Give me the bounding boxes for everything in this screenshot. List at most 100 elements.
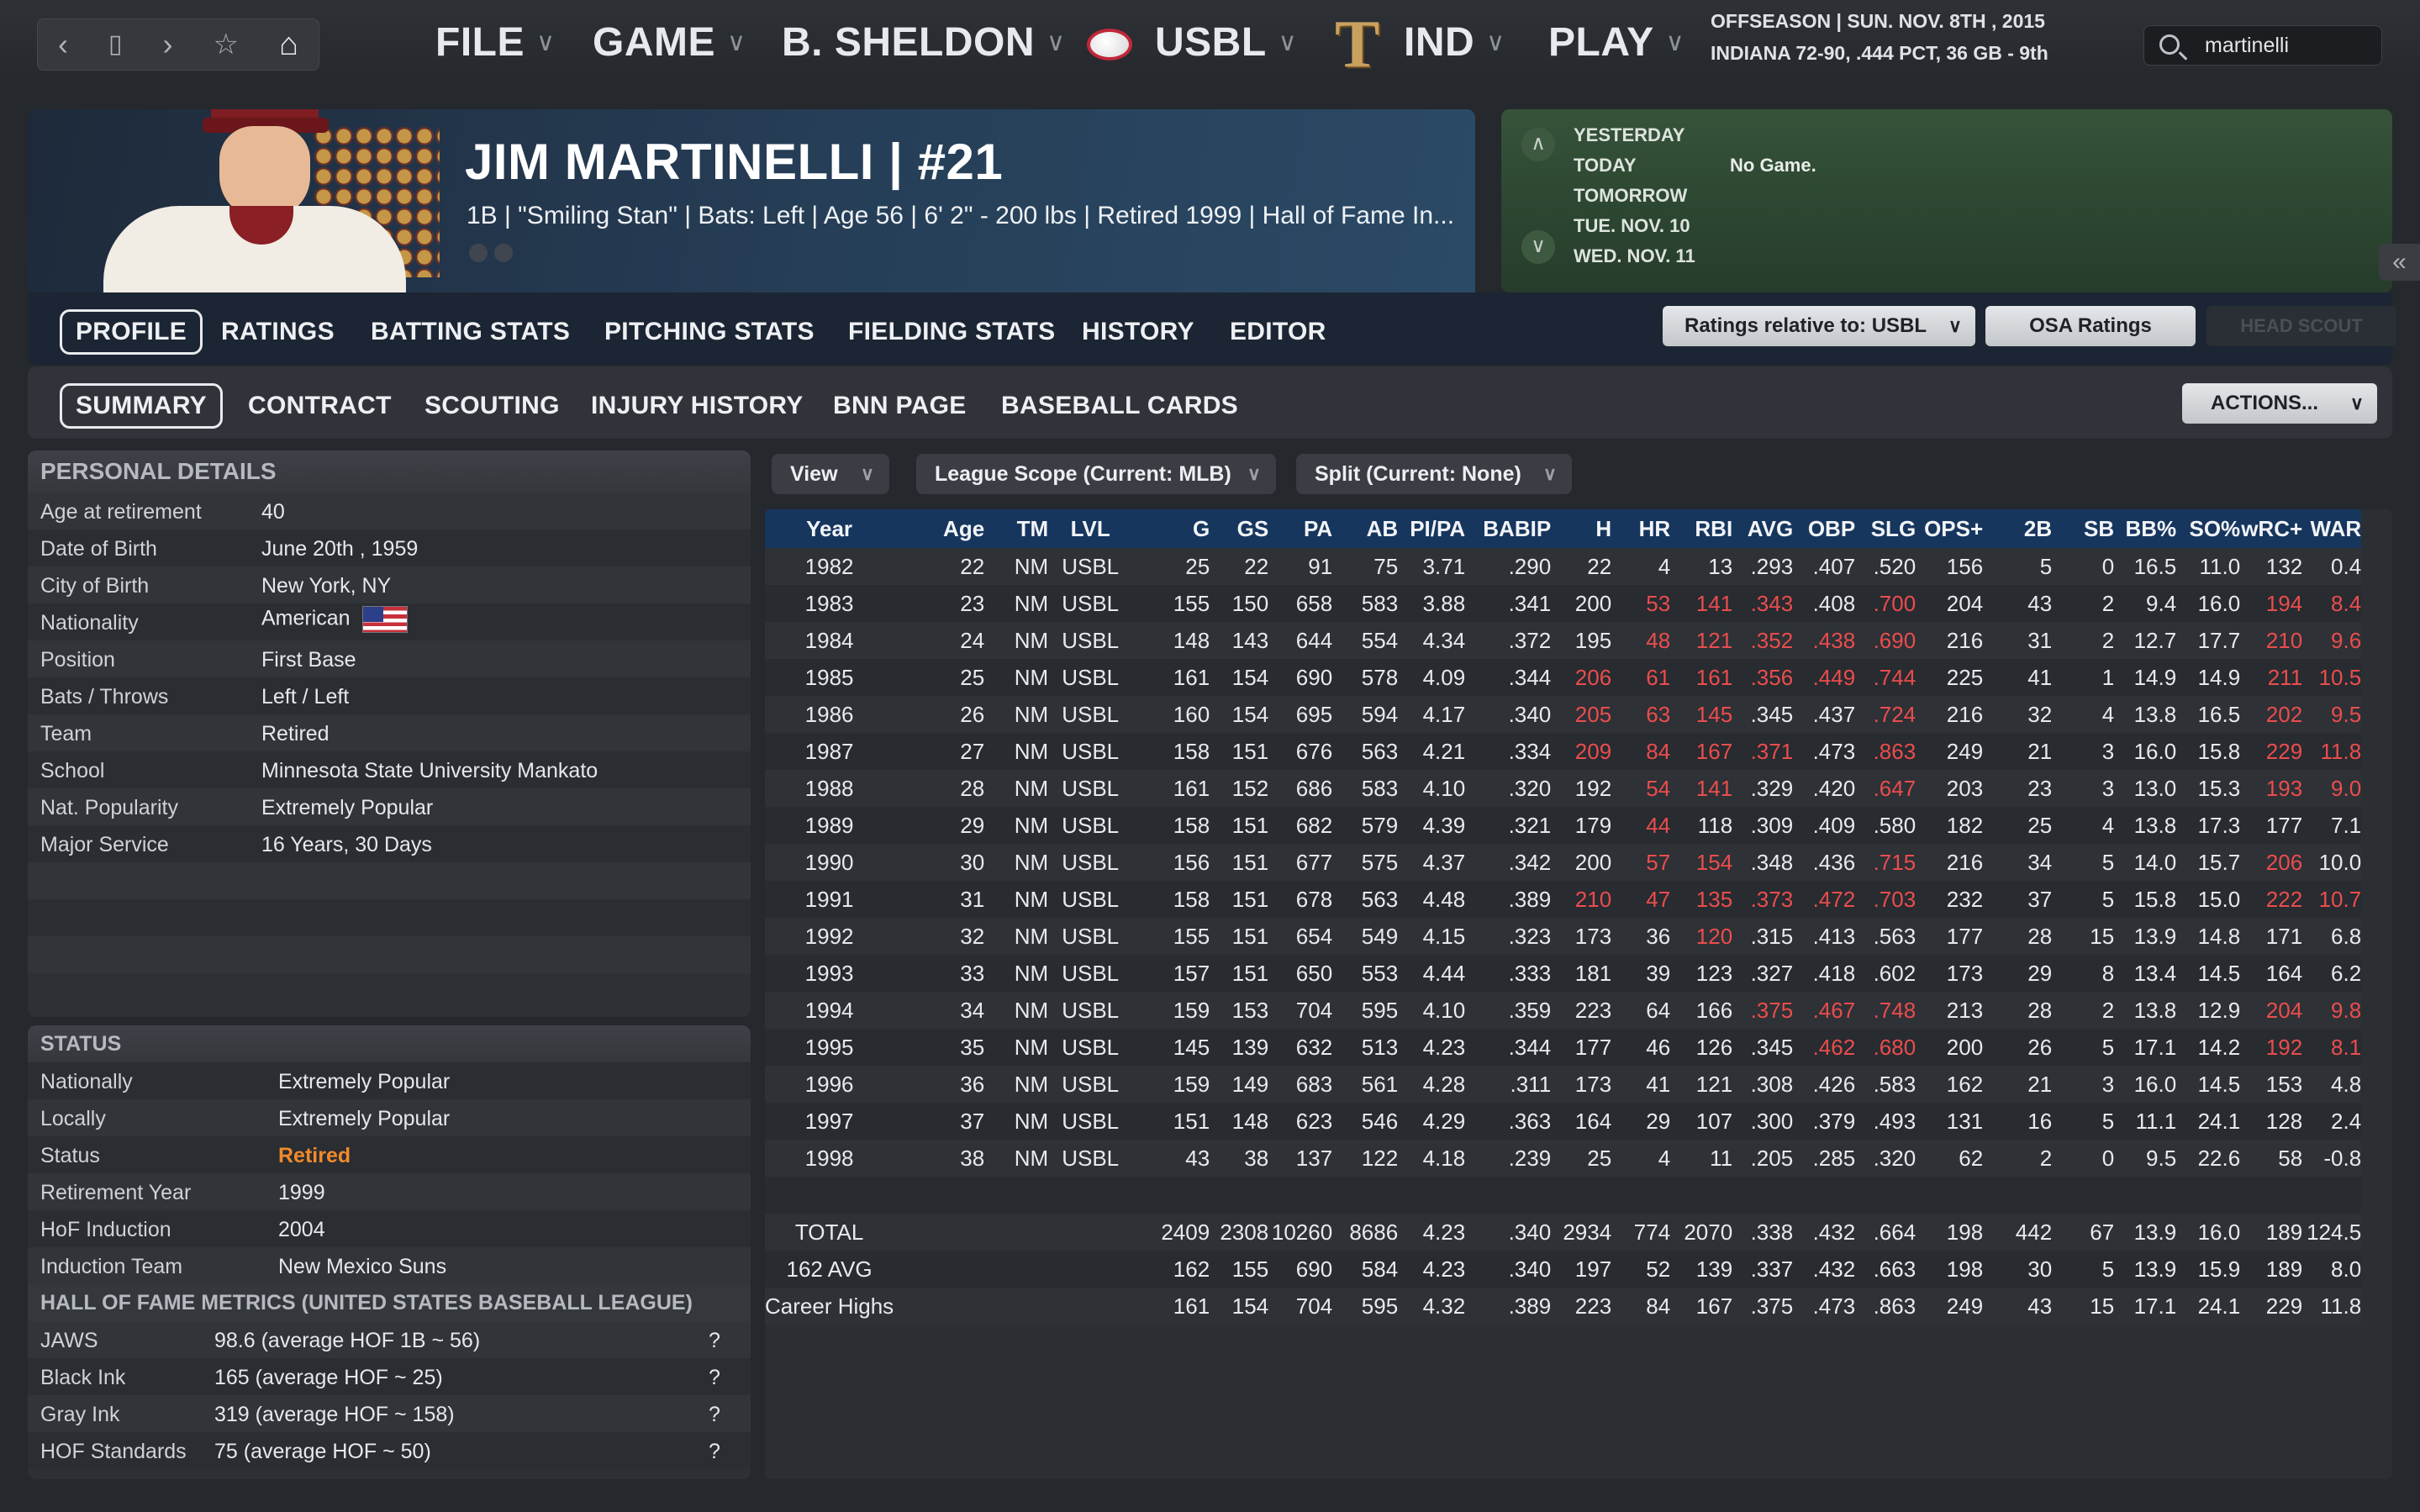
table-row[interactable]: 1996 36 NM USBL 159 149 683 561 4.28.311 173 41 121… [765, 1066, 2362, 1103]
table-cell: 683 [1268, 1066, 1333, 1103]
table-row[interactable]: 1984 24 NM USBL 148 143 644 554 4.34.372 195 48 121… [765, 622, 2362, 659]
column-header[interactable]: Year [765, 509, 894, 548]
dot-icon[interactable] [494, 244, 513, 262]
table-row[interactable]: 1989 29 NM USBL 158 151 682 579 4.39.321 179 44 118… [765, 807, 2362, 844]
column-header[interactable]: AVG [1732, 509, 1794, 548]
column-header[interactable]: BB% [2114, 509, 2177, 548]
tab-pitching-stats[interactable]: PITCHING STATS [604, 318, 815, 345]
menu-manager[interactable]: B. SHELDON ∨ [782, 19, 1066, 65]
star-icon[interactable]: ☆ [213, 29, 239, 61]
detail-row: Bats / Throws Left / Left [28, 677, 751, 714]
search-icon[interactable] [2159, 34, 2180, 55]
tab-bnn-page[interactable]: BNN PAGE [833, 392, 967, 419]
tab-history[interactable]: HISTORY [1082, 318, 1194, 345]
menu-game[interactable]: GAME ∨ [593, 19, 746, 65]
view-select[interactable]: View ∨ [772, 454, 889, 494]
table-cell: 654 [1268, 918, 1333, 955]
ratings-relative-select[interactable]: Ratings relative to: USBL ∨ [1663, 306, 1975, 346]
table-row[interactable]: 1985 25 NM USBL 161 154 690 578 4.09.344 206 61 161… [765, 659, 2362, 696]
table-row[interactable]: 1992 32 NM USBL 155 151 654 549 4.15.323 173 36 120… [765, 918, 2362, 955]
tab-fielding-stats[interactable]: FIELDING STATS [848, 318, 1056, 345]
column-header[interactable]: GS [1210, 509, 1269, 548]
column-header[interactable]: HR [1611, 509, 1671, 548]
column-header[interactable]: G [1132, 509, 1210, 548]
table-cell: 158 [1132, 807, 1210, 844]
table-row[interactable]: 1997 37 NM USBL 151 148 623 546 4.29.363 164 29 107… [765, 1103, 2362, 1140]
table-row[interactable]: 1995 35 NM USBL 145 139 632 513 4.23.344 177 46 126… [765, 1029, 2362, 1066]
split-select[interactable]: Split (Current: None) ∨ [1296, 454, 1572, 494]
column-header[interactable]: SB [2052, 509, 2115, 548]
back-icon[interactable]: ‹ [58, 27, 68, 61]
tab-contract[interactable]: CONTRACT [248, 392, 392, 419]
table-cell: 151 [1210, 807, 1269, 844]
table-cell: .338 [1732, 1214, 1794, 1251]
help-icon[interactable]: ? [709, 1366, 720, 1389]
table-cell: 198 [1916, 1251, 1984, 1288]
table-row[interactable]: 1994 34 NM USBL 159 153 704 595 4.10.359 223 64 166… [765, 992, 2362, 1029]
column-header[interactable]: PA [1268, 509, 1333, 548]
column-header[interactable]: SO% [2176, 509, 2241, 548]
column-header[interactable]: AB [1332, 509, 1399, 548]
menu-team[interactable]: IND ∨ [1404, 19, 1505, 65]
tab-editor[interactable]: EDITOR [1230, 318, 1326, 345]
status-value: Extremely Popular [278, 1070, 451, 1093]
column-header[interactable]: H [1551, 509, 1612, 548]
search-input[interactable] [2205, 30, 2373, 61]
cap-icon [203, 109, 329, 133]
table-row[interactable]: 1993 33 NM USBL 157 151 650 553 4.44.333 181 39 123… [765, 955, 2362, 992]
table-row[interactable]: 1988 28 NM USBL 161 152 686 583 4.10.320 192 54 141… [765, 770, 2362, 807]
table-cell: .323 [1465, 918, 1552, 955]
tab-scouting[interactable]: SCOUTING [424, 392, 560, 419]
column-header[interactable]: Age [894, 509, 985, 548]
table-cell: .320 [1855, 1140, 1916, 1177]
tab-injury-history[interactable]: INJURY HISTORY [591, 392, 804, 419]
menu-play[interactable]: PLAY ∨ [1548, 19, 1685, 65]
table-cell: .340 [1465, 1251, 1552, 1288]
table-cell: 5 [2052, 1029, 2115, 1066]
table-row[interactable]: 1986 26 NM USBL 160 154 695 594 4.17.340 205 63 145… [765, 696, 2362, 733]
league-scope-select[interactable]: League Scope (Current: MLB) ∨ [916, 454, 1276, 494]
page-icon[interactable]: ▯ [108, 30, 123, 58]
column-header[interactable]: WAR [2302, 509, 2362, 548]
chevron-down-icon[interactable]: ∨ [1521, 230, 1555, 264]
head-scout-button[interactable]: HEAD SCOUT [2206, 306, 2396, 346]
table-row[interactable]: 1982 22 NM USBL 25 22 91 75 3.71.290 22 4 13.293.40… [765, 548, 2362, 585]
column-header[interactable]: TM [984, 509, 1049, 548]
table-row[interactable]: 1990 30 NM USBL 156 151 677 575 4.37.342 200 57 154… [765, 844, 2362, 881]
dot-icon[interactable] [469, 244, 488, 262]
menu-league[interactable]: USBL ∨ [1155, 19, 1298, 65]
chevron-down-icon: ∨ [1247, 463, 1261, 484]
column-header[interactable]: wRC+ [2240, 509, 2303, 548]
column-header[interactable]: PI/PA [1398, 509, 1466, 548]
help-icon[interactable]: ? [709, 1329, 720, 1352]
tab-profile[interactable]: PROFILE [60, 309, 203, 355]
table-row[interactable]: 1983 23 NM USBL 155 150 658 583 3.88.341 200 53 141… [765, 585, 2362, 622]
menu-file[interactable]: FILE ∨ [435, 19, 556, 65]
column-header[interactable]: 2B [1983, 509, 2053, 548]
table-cell: 17.3 [2176, 807, 2241, 844]
osa-ratings-button[interactable]: OSA Ratings [1985, 306, 2196, 346]
column-header[interactable]: RBI [1670, 509, 1733, 548]
table-cell: 14.8 [2176, 918, 2241, 955]
tab-baseball-cards[interactable]: BASEBALL CARDS [1001, 392, 1238, 419]
table-row[interactable]: 1987 27 NM USBL 158 151 676 563 4.21.334 209 84 167… [765, 733, 2362, 770]
tab-ratings[interactable]: RATINGS [221, 318, 335, 345]
tab-batting-stats[interactable]: BATTING STATS [371, 318, 571, 345]
column-header[interactable]: OPS+ [1916, 509, 1984, 548]
column-header[interactable]: SLG [1855, 509, 1916, 548]
actions-button[interactable]: ACTIONS... ∨ [2182, 383, 2377, 424]
tab-summary[interactable]: SUMMARY [60, 383, 223, 429]
home-icon[interactable]: ⌂ [279, 27, 298, 62]
collapse-panel-icon[interactable]: « [2379, 244, 2420, 281]
table-row[interactable]: 1998 38 NM USBL 43 38 137 122 4.18.239 25 4 11.205.… [765, 1140, 2362, 1177]
chevron-up-icon[interactable]: ∧ [1521, 128, 1555, 161]
table-cell: 54 [1611, 770, 1671, 807]
table-row[interactable]: 1991 31 NM USBL 158 151 678 563 4.48.389 210 47 135… [765, 881, 2362, 918]
column-header[interactable]: BABIP [1465, 509, 1552, 548]
help-icon[interactable]: ? [709, 1440, 720, 1463]
column-header[interactable]: OBP [1793, 509, 1856, 548]
forward-icon[interactable]: › [162, 27, 173, 61]
column-header[interactable]: LVL [1048, 509, 1133, 548]
hof-value: 165 (average HOF ~ 25) [214, 1366, 443, 1389]
help-icon[interactable]: ? [709, 1403, 720, 1426]
